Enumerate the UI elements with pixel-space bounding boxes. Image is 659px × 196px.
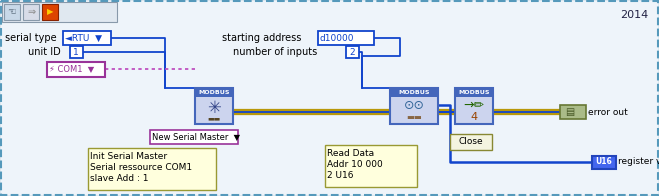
Text: ▬▬: ▬▬ (406, 113, 422, 122)
Text: serial type: serial type (5, 33, 57, 43)
FancyBboxPatch shape (390, 88, 438, 124)
Text: Serial ressource COM1: Serial ressource COM1 (90, 163, 192, 172)
Text: d10000: d10000 (320, 34, 355, 43)
Text: unit ID: unit ID (28, 47, 61, 57)
Text: 4: 4 (471, 112, 478, 122)
Text: ⇒: ⇒ (27, 7, 35, 17)
FancyBboxPatch shape (150, 130, 238, 144)
Text: Read Data: Read Data (327, 149, 374, 158)
Text: MODBUS: MODBUS (198, 90, 230, 95)
FancyBboxPatch shape (63, 31, 111, 45)
Text: ▶: ▶ (47, 7, 53, 16)
Text: slave Add : 1: slave Add : 1 (90, 174, 148, 183)
FancyBboxPatch shape (455, 88, 493, 97)
FancyBboxPatch shape (346, 46, 359, 58)
FancyBboxPatch shape (455, 88, 493, 124)
Text: ▬▬: ▬▬ (208, 115, 221, 121)
Text: 2: 2 (349, 47, 355, 56)
Text: MODBUS: MODBUS (398, 90, 430, 95)
FancyBboxPatch shape (592, 156, 616, 169)
FancyBboxPatch shape (325, 145, 417, 187)
Text: Close: Close (459, 138, 483, 146)
FancyBboxPatch shape (42, 4, 58, 20)
FancyBboxPatch shape (2, 2, 117, 22)
FancyBboxPatch shape (47, 62, 105, 77)
Text: ⚡ COM1  ▼: ⚡ COM1 ▼ (49, 64, 94, 74)
FancyBboxPatch shape (70, 46, 83, 58)
Text: register values: register values (618, 158, 659, 166)
Text: ☜: ☜ (8, 7, 16, 17)
Text: New Serial Master  ▼: New Serial Master ▼ (152, 132, 240, 142)
Text: error out: error out (588, 107, 628, 116)
Text: ◄RTU  ▼: ◄RTU ▼ (65, 34, 102, 43)
Text: number of inputs: number of inputs (233, 47, 317, 57)
FancyBboxPatch shape (195, 88, 233, 124)
Text: ✳: ✳ (207, 99, 221, 117)
Text: U16: U16 (596, 158, 612, 166)
Text: →✏: →✏ (463, 99, 484, 112)
FancyBboxPatch shape (318, 31, 374, 45)
FancyBboxPatch shape (450, 134, 492, 150)
Text: 1: 1 (73, 47, 79, 56)
FancyBboxPatch shape (560, 105, 586, 119)
Text: 2014: 2014 (619, 10, 648, 20)
Text: MODBUS: MODBUS (458, 90, 490, 95)
FancyBboxPatch shape (4, 4, 20, 20)
FancyBboxPatch shape (88, 148, 216, 190)
Text: starting address: starting address (222, 33, 301, 43)
FancyBboxPatch shape (390, 88, 438, 97)
Text: 2 U16: 2 U16 (327, 171, 353, 180)
Text: ⊙⊙: ⊙⊙ (403, 99, 424, 112)
Text: Addr 10 000: Addr 10 000 (327, 160, 383, 169)
FancyBboxPatch shape (195, 88, 233, 97)
Text: ▤: ▤ (565, 107, 574, 117)
FancyBboxPatch shape (23, 4, 39, 20)
Text: Init Serial Master: Init Serial Master (90, 152, 167, 161)
